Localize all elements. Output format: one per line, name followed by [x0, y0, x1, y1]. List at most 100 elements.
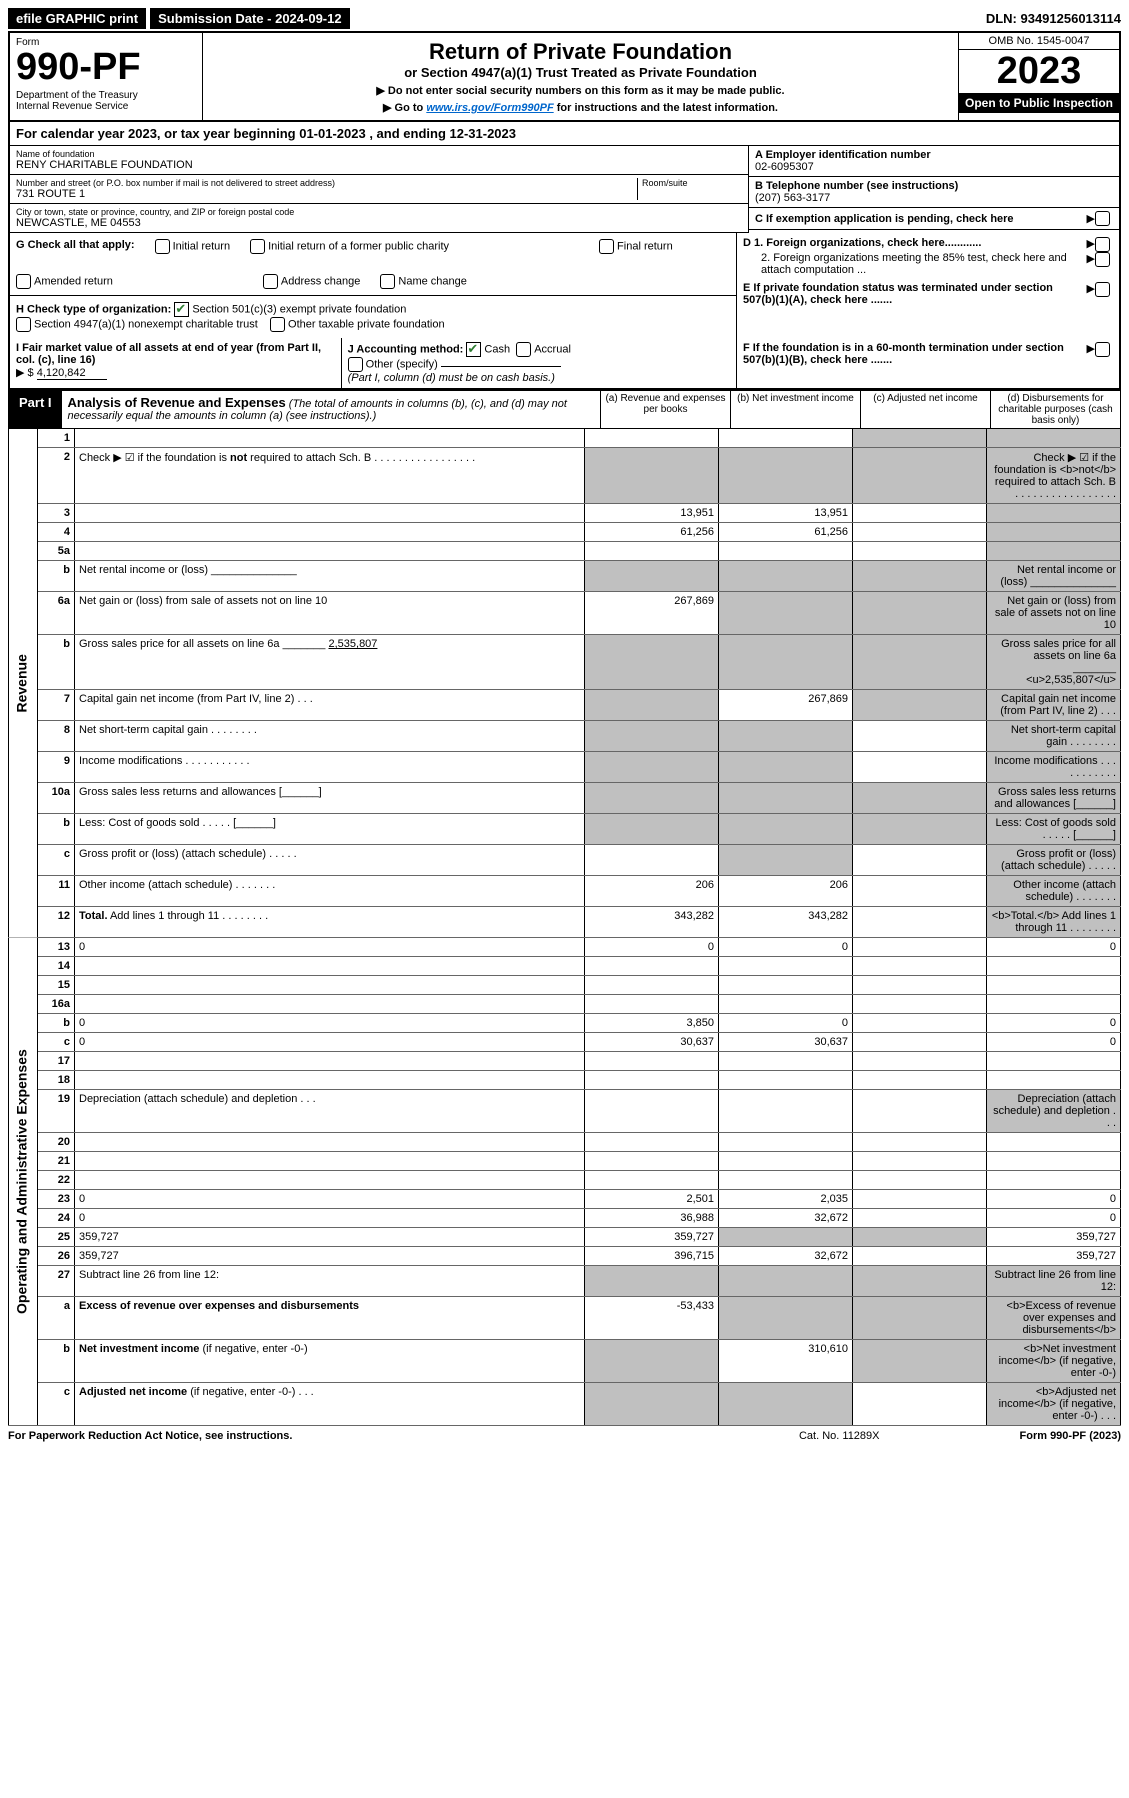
j-other[interactable] — [348, 357, 363, 372]
name-lbl: Name of foundation — [16, 149, 742, 159]
cell-c — [853, 635, 987, 690]
line-desc: Excess of revenue over expenses and disb… — [75, 1297, 585, 1340]
cell-d — [987, 542, 1121, 561]
line-num: 16a — [38, 995, 75, 1014]
line-num: b — [38, 814, 75, 845]
cell-b — [719, 429, 853, 448]
line-desc — [75, 1152, 585, 1171]
h-501c3[interactable] — [174, 302, 189, 317]
cell-a: 30,637 — [585, 1033, 719, 1052]
j-accrual[interactable] — [516, 342, 531, 357]
line-desc: Adjusted net income (if negative, enter … — [75, 1383, 585, 1426]
line-desc: 359,727 — [75, 1247, 585, 1266]
ein-lbl: A Employer identification number — [755, 149, 1113, 161]
g-initial-former[interactable] — [250, 239, 265, 254]
g-final[interactable] — [599, 239, 614, 254]
subtitle: or Section 4947(a)(1) Trust Treated as P… — [209, 65, 952, 80]
line-desc: Net gain or (loss) from sale of assets n… — [75, 592, 585, 635]
cell-c — [853, 1340, 987, 1383]
line-num: 5a — [38, 542, 75, 561]
line-num: 22 — [38, 1171, 75, 1190]
line-desc: Capital gain net income (from Part IV, l… — [75, 690, 585, 721]
part1-lbl: Part I — [9, 391, 62, 428]
line-num: 27 — [38, 1266, 75, 1297]
cell-a — [585, 814, 719, 845]
cell-b: 343,282 — [719, 907, 853, 938]
line-num: 11 — [38, 876, 75, 907]
cell-a — [585, 1071, 719, 1090]
line-num: 3 — [38, 504, 75, 523]
h-other-tax[interactable] — [270, 317, 285, 332]
g-amended[interactable] — [16, 274, 31, 289]
c-check[interactable] — [1095, 211, 1110, 226]
line-num: 12 — [38, 907, 75, 938]
line-num: 14 — [38, 957, 75, 976]
tel-lbl: B Telephone number (see instructions) — [755, 180, 1113, 192]
side-oae: Operating and Administrative Expenses — [9, 938, 38, 1426]
cell-c — [853, 504, 987, 523]
footer-mid: Cat. No. 11289X — [799, 1430, 880, 1442]
d1-ck[interactable] — [1095, 237, 1110, 252]
footer-left: For Paperwork Reduction Act Notice, see … — [8, 1430, 292, 1442]
line-desc — [75, 523, 585, 542]
f-ck[interactable] — [1095, 342, 1110, 357]
inst2-link[interactable]: www.irs.gov/Form990PF — [426, 102, 553, 114]
cell-c — [853, 976, 987, 995]
line-num: c — [38, 845, 75, 876]
cell-a — [585, 448, 719, 504]
j-cash[interactable] — [466, 342, 481, 357]
cell-b — [719, 976, 853, 995]
cell-b — [719, 1052, 853, 1071]
line-desc: Net short-term capital gain . . . . . . … — [75, 721, 585, 752]
g-addr-chg[interactable] — [263, 274, 278, 289]
cell-c — [853, 1090, 987, 1133]
cell-b — [719, 1071, 853, 1090]
cell-c — [853, 523, 987, 542]
line-num: 23 — [38, 1190, 75, 1209]
cell-b — [719, 783, 853, 814]
h-4947[interactable] — [16, 317, 31, 332]
cell-c — [853, 814, 987, 845]
cell-d: 359,727 — [987, 1228, 1121, 1247]
efile-btn[interactable]: efile GRAPHIC print — [8, 8, 146, 29]
dln: DLN: 93491256013114 — [986, 11, 1121, 26]
cell-c — [853, 592, 987, 635]
part1-title: Analysis of Revenue and Expenses — [68, 395, 286, 410]
cell-d — [987, 1133, 1121, 1152]
j-note: (Part I, column (d) must be on cash basi… — [348, 372, 555, 384]
cell-c — [853, 938, 987, 957]
cell-d: Less: Cost of goods sold . . . . . [____… — [987, 814, 1121, 845]
cell-d: Depreciation (attach schedule) and deple… — [987, 1090, 1121, 1133]
g-name-chg[interactable] — [380, 274, 395, 289]
cell-a: 359,727 — [585, 1228, 719, 1247]
cell-a — [585, 1133, 719, 1152]
cell-c — [853, 690, 987, 721]
line-desc: Gross sales less returns and allowances … — [75, 783, 585, 814]
g-initial[interactable] — [155, 239, 170, 254]
cell-c — [853, 561, 987, 592]
cell-a — [585, 1152, 719, 1171]
e-ck[interactable] — [1095, 282, 1110, 297]
cell-c — [853, 845, 987, 876]
cell-d: Gross sales price for all assets on line… — [987, 635, 1121, 690]
cell-a — [585, 752, 719, 783]
d2-ck[interactable] — [1095, 252, 1110, 267]
line-num: b — [38, 1014, 75, 1033]
f: F If the foundation is in a 60-month ter… — [743, 342, 1064, 366]
cell-c — [853, 1209, 987, 1228]
cell-d: 0 — [987, 938, 1121, 957]
j-lbl: J Accounting method: — [348, 343, 464, 355]
ein-val: 02-6095307 — [755, 161, 1113, 173]
cell-d: Check ▶ ☑ if the foundation is <b>not</b… — [987, 448, 1121, 504]
cell-d — [987, 995, 1121, 1014]
col-d: (d) Disbursements for charitable purpose… — [990, 391, 1120, 428]
line-num: a — [38, 1297, 75, 1340]
cell-a — [585, 561, 719, 592]
cell-b — [719, 635, 853, 690]
cell-b — [719, 1133, 853, 1152]
cell-a — [585, 976, 719, 995]
cell-d: 0 — [987, 1014, 1121, 1033]
tax-year: 2023 — [959, 50, 1119, 93]
line-num: 13 — [38, 938, 75, 957]
cell-d: Capital gain net income (from Part IV, l… — [987, 690, 1121, 721]
